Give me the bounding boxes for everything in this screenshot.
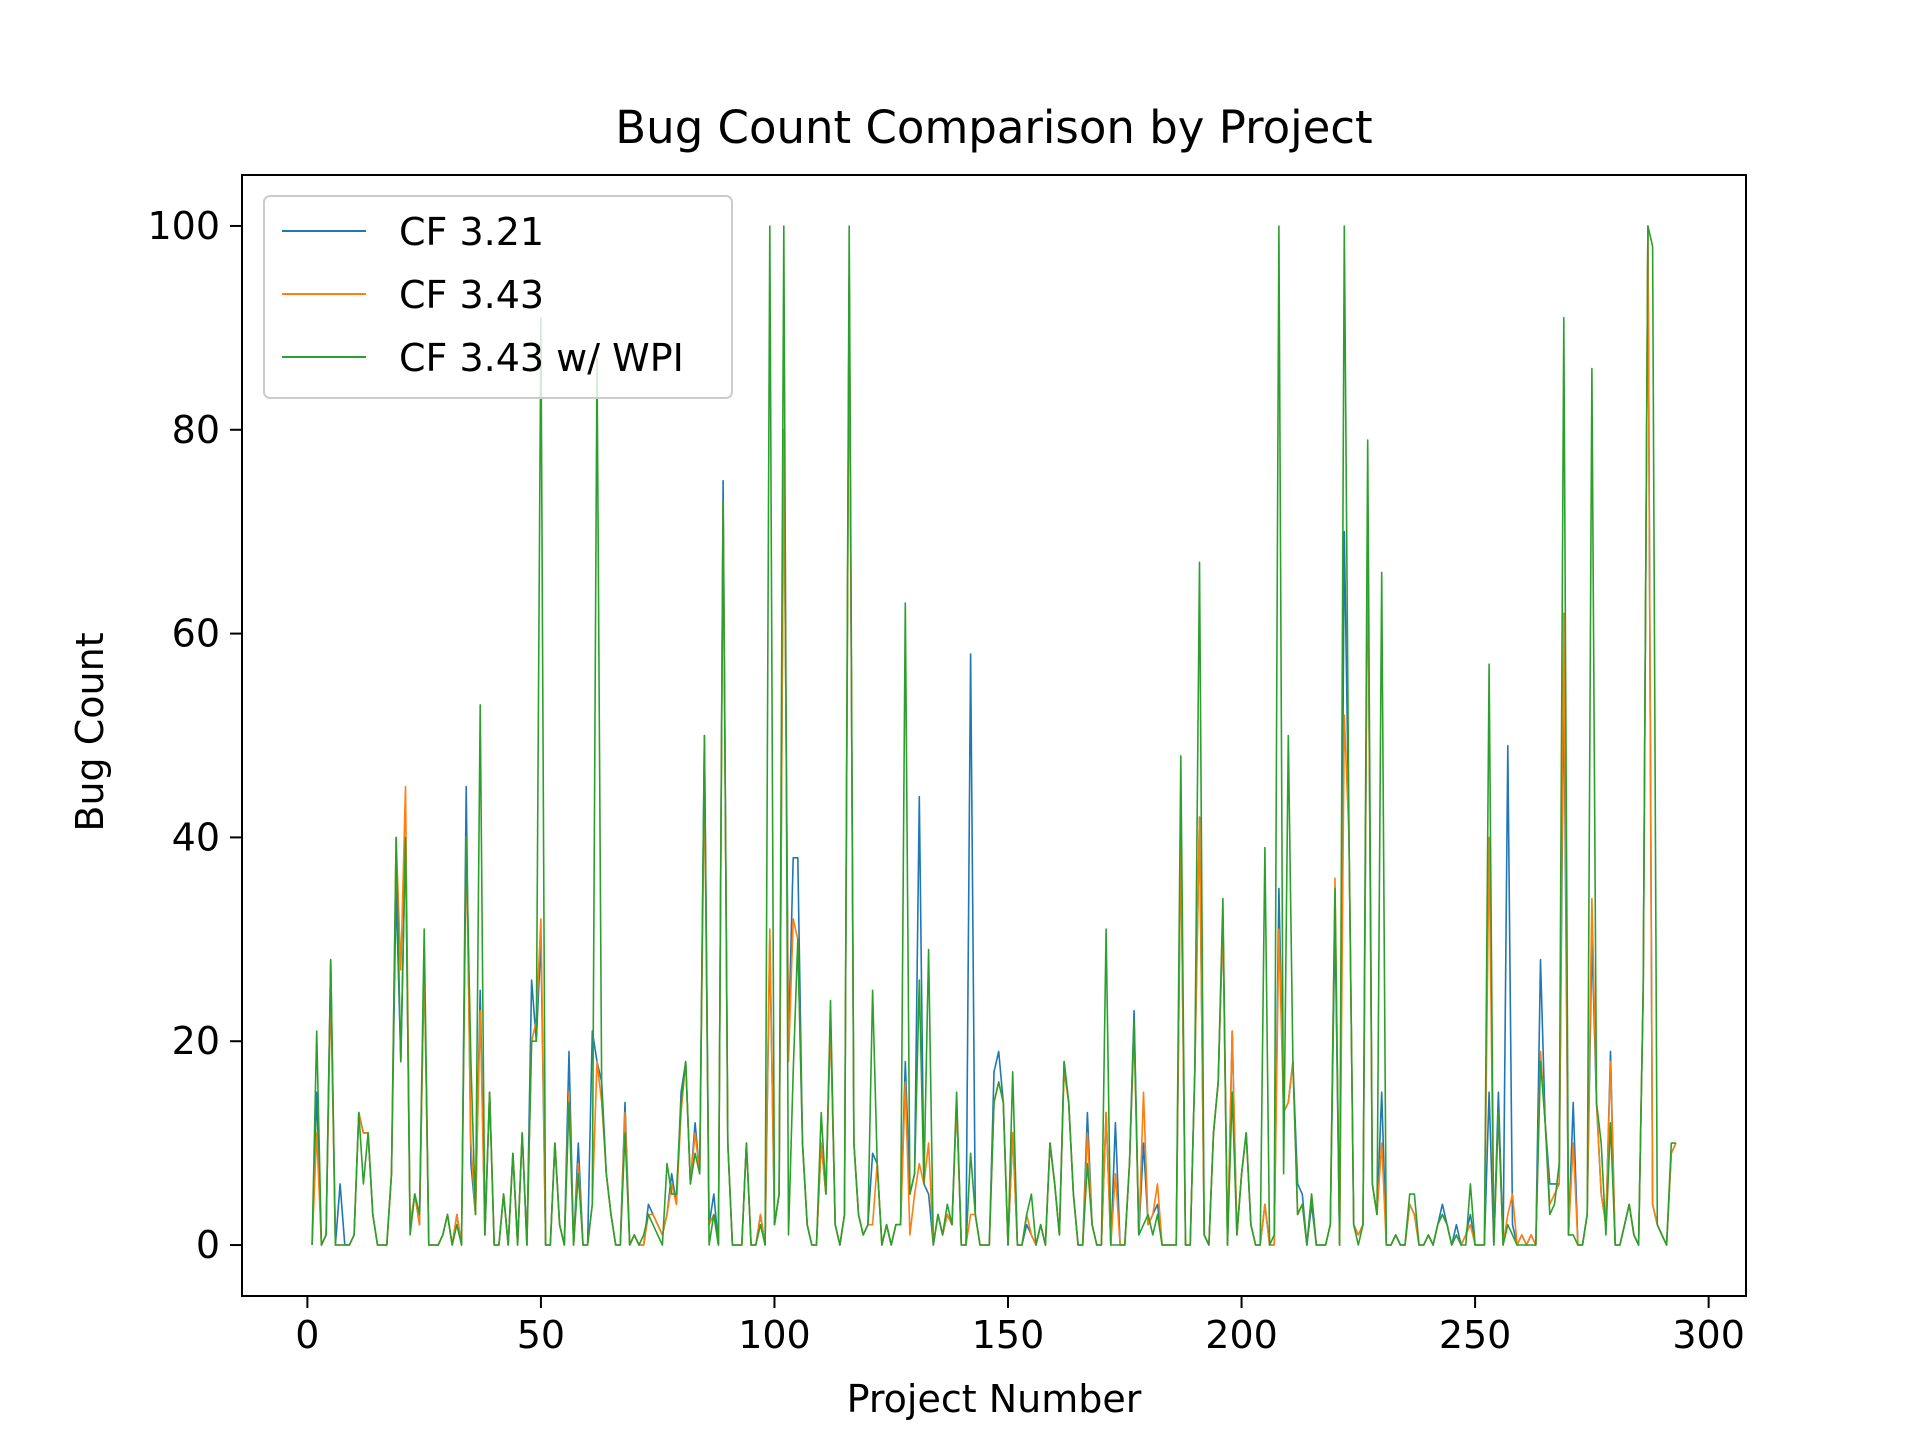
y-tick-label: 0 xyxy=(196,1223,220,1267)
y-axis-label: Bug Count xyxy=(68,632,112,831)
x-tick-label: 0 xyxy=(295,1313,319,1357)
x-tick-label: 150 xyxy=(972,1313,1045,1357)
y-tick-label: 40 xyxy=(172,815,220,859)
x-tick-label: 50 xyxy=(517,1313,565,1357)
x-axis: 0 50 100 150 200 250 300 xyxy=(295,1296,1745,1357)
y-axis: 0 20 40 60 80 100 xyxy=(147,204,242,1267)
plot-frame xyxy=(241,174,1747,1297)
x-tick-label: 100 xyxy=(738,1313,811,1357)
legend: CF 3.21 CF 3.43 CF 3.43 w/ WPI xyxy=(263,195,733,399)
legend-label: CF 3.21 xyxy=(399,210,544,254)
legend-box xyxy=(263,195,733,399)
y-tick-label: 20 xyxy=(172,1019,220,1063)
y-tick-label: 80 xyxy=(172,408,220,452)
x-tick-label: 250 xyxy=(1439,1313,1512,1357)
legend-label: CF 3.43 w/ WPI xyxy=(399,336,684,380)
y-tick-label: 100 xyxy=(147,204,220,248)
plot-area xyxy=(311,225,1677,1246)
x-tick-label: 300 xyxy=(1672,1313,1745,1357)
chart-title: Bug Count Comparison by Project xyxy=(615,101,1372,154)
series-line-3 xyxy=(311,225,1676,1246)
x-tick-label: 200 xyxy=(1205,1313,1278,1357)
x-axis-label: Project Number xyxy=(847,1377,1142,1421)
y-tick-label: 60 xyxy=(172,612,220,656)
legend-label: CF 3.43 xyxy=(399,273,544,317)
